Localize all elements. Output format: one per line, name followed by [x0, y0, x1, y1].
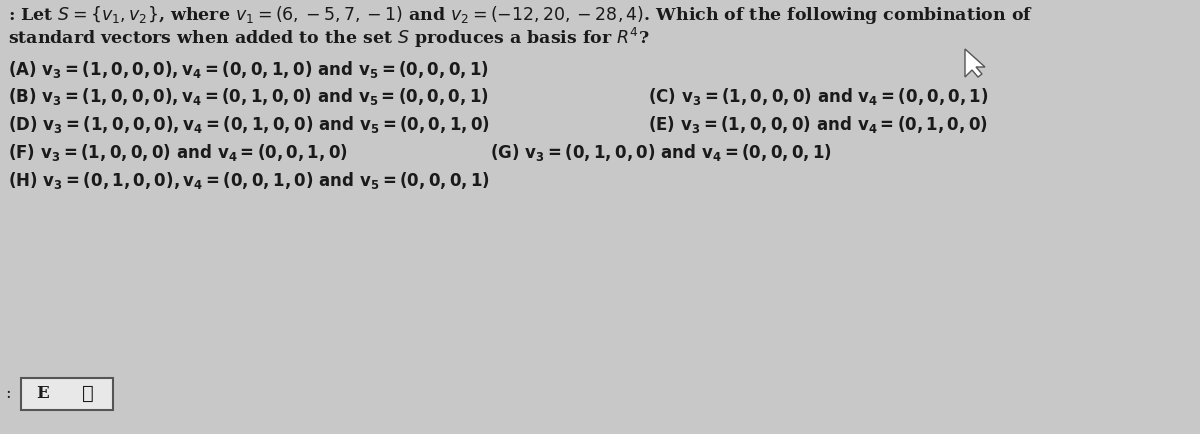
FancyBboxPatch shape — [22, 378, 113, 410]
Text: standard vectors when added to the set $S$ produces a basis for $R^4$?: standard vectors when added to the set $… — [8, 26, 649, 50]
Text: $\mathbf{(H)}$ $\mathbf{v_3 = (0, 1, 0, 0), v_4 = (0, 0, 1, 0)}$ $\mathbf{and}$ : $\mathbf{(H)}$ $\mathbf{v_3 = (0, 1, 0, … — [8, 170, 490, 191]
Text: $\mathbf{(G)}$ $\mathbf{v_3 = (0, 1, 0, 0)}$ $\mathbf{and}$ $\mathbf{v_4 = (0, 0: $\mathbf{(G)}$ $\mathbf{v_3 = (0, 1, 0, … — [490, 142, 832, 163]
Text: $\mathbf{(F)}$ $\mathbf{v_3 = (1, 0, 0, 0)}$ $\mathbf{and}$ $\mathbf{v_4 = (0, 0: $\mathbf{(F)}$ $\mathbf{v_3 = (1, 0, 0, … — [8, 142, 348, 163]
Text: ⌄: ⌄ — [82, 385, 94, 403]
Text: : Let $S = \{v_1, v_2\}$, where $v_1 = (6, -5, 7, -1)$ and $v_2 = (-12, 20, -28,: : Let $S = \{v_1, v_2\}$, where $v_1 = (… — [8, 4, 1033, 26]
Text: $\mathbf{(E)}$ $\mathbf{v_3 = (1, 0, 0, 0)}$ $\mathbf{and}$ $\mathbf{v_4 = (0, 1: $\mathbf{(E)}$ $\mathbf{v_3 = (1, 0, 0, … — [648, 114, 988, 135]
Text: $\mathbf{(D)}$ $\mathbf{v_3 = (1, 0, 0, 0), v_4 = (0, 1, 0, 0)}$ $\mathbf{and}$ : $\mathbf{(D)}$ $\mathbf{v_3 = (1, 0, 0, … — [8, 114, 490, 135]
Text: $\mathbf{(C)}$ $\mathbf{v_3 = (1, 0, 0, 0)}$ $\mathbf{and}$ $\mathbf{v_4 = (0, 0: $\mathbf{(C)}$ $\mathbf{v_3 = (1, 0, 0, … — [648, 86, 989, 107]
Text: $\mathbf{(B)}$ $\mathbf{v_3 = (1, 0, 0, 0), v_4 = (0, 1, 0, 0)}$ $\mathbf{and}$ : $\mathbf{(B)}$ $\mathbf{v_3 = (1, 0, 0, … — [8, 86, 488, 107]
Text: $\mathbf{(A)}$ $\mathbf{v_3 = (1, 0, 0, 0), v_4 = (0, 0, 1, 0)}$ $\mathbf{and}$ : $\mathbf{(A)}$ $\mathbf{v_3 = (1, 0, 0, … — [8, 59, 488, 80]
Text: :: : — [5, 385, 11, 402]
Polygon shape — [965, 49, 985, 77]
Text: E: E — [36, 385, 49, 402]
